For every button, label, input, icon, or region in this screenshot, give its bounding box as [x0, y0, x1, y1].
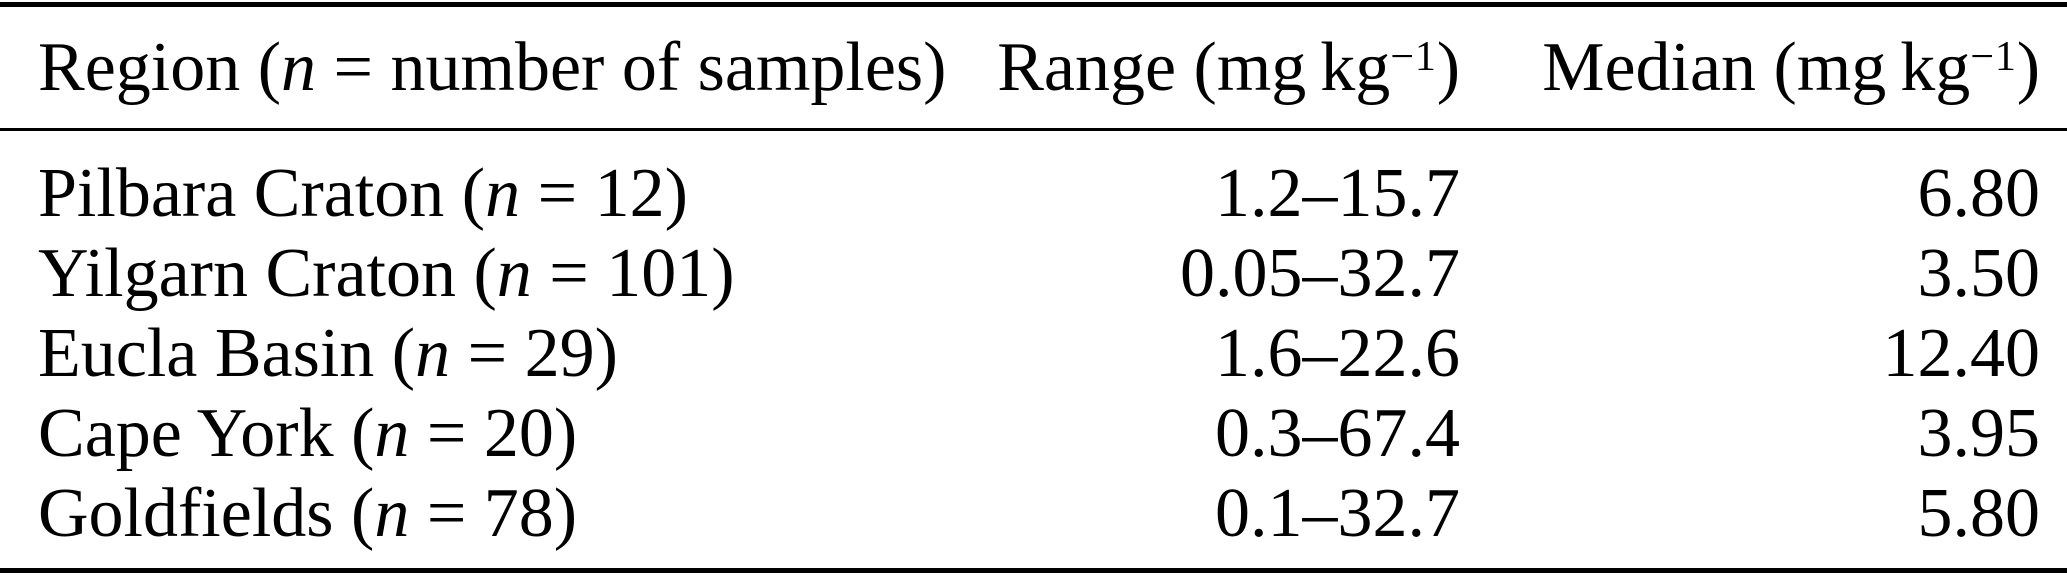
- table-row: Goldfields (n = 78) 0.1–32.7 5.80: [0, 474, 2067, 554]
- region-name: Yilgarn Craton (: [38, 235, 497, 312]
- range-cell: 0.3–67.4: [1215, 395, 1460, 472]
- column-header-region: Region (n = number of samples): [0, 28, 946, 108]
- region-name: Pilbara Craton (: [38, 155, 486, 232]
- table-bottom-rule: [0, 568, 2067, 573]
- range-cell: 0.05–32.7: [1180, 235, 1460, 312]
- median-cell: 12.40: [1882, 315, 2041, 392]
- column-header-median: Median (mg kg−1): [1460, 28, 2067, 108]
- sample-count: = 29): [450, 315, 618, 392]
- header-region-suffix: = number of samples): [316, 28, 947, 106]
- sample-count: = 20): [409, 395, 578, 472]
- table-header-divider-rule: [0, 128, 2067, 131]
- sample-count: = 101): [531, 235, 735, 312]
- region-name: Cape York (: [38, 395, 375, 472]
- region-name: Eucla Basin (: [38, 315, 416, 392]
- superscript-exponent: −1: [1390, 33, 1437, 80]
- range-cell: 1.2–15.7: [1215, 155, 1460, 232]
- table-row: Pilbara Craton (n = 12) 1.2–15.7 6.80: [0, 154, 2067, 234]
- superscript-exponent: −1: [1970, 33, 2017, 80]
- header-median-suffix: ): [2016, 28, 2040, 106]
- math-n-symbol: n: [496, 235, 532, 312]
- header-range-prefix: Range (mg kg: [997, 28, 1391, 106]
- math-n-symbol: n: [374, 475, 410, 552]
- header-range-suffix: ): [1436, 28, 1460, 106]
- sample-count: = 78): [409, 475, 578, 552]
- table-row: Yilgarn Craton (n = 101) 0.05–32.7 3.50: [0, 234, 2067, 314]
- region-cell: Cape York (n = 20): [0, 394, 900, 474]
- region-cell: Pilbara Craton (n = 12): [0, 154, 900, 234]
- header-median-prefix: Median (mg kg: [1542, 28, 1971, 106]
- region-cell: Eucla Basin (n = 29): [0, 314, 900, 394]
- region-cell: Yilgarn Craton (n = 101): [0, 234, 900, 314]
- table-row: Eucla Basin (n = 29) 1.6–22.6 12.40: [0, 314, 2067, 394]
- math-n-symbol: n: [415, 315, 451, 392]
- median-cell: 6.80: [1917, 155, 2041, 232]
- table-header-row: Region (n = number of samples) Range (mg…: [0, 7, 2067, 128]
- region-cell: Goldfields (n = 78): [0, 474, 900, 554]
- table-top-rule: [0, 2, 2067, 7]
- math-n-symbol: n: [281, 28, 317, 106]
- range-cell: 1.6–22.6: [1215, 315, 1460, 392]
- column-header-range: Range (mg kg−1): [900, 28, 1460, 108]
- math-n-symbol: n: [374, 395, 410, 472]
- median-cell: 3.50: [1917, 235, 2041, 312]
- table-body: Pilbara Craton (n = 12) 1.2–15.7 6.80 Yi…: [0, 131, 2067, 554]
- median-cell: 3.95: [1917, 395, 2041, 472]
- header-region-prefix: Region (: [38, 28, 282, 106]
- median-cell: 5.80: [1917, 475, 2041, 552]
- math-n-symbol: n: [485, 155, 521, 232]
- region-name: Goldfields (: [38, 475, 375, 552]
- table-row: Cape York (n = 20) 0.3–67.4 3.95: [0, 394, 2067, 474]
- sample-count: = 12): [520, 155, 688, 232]
- range-cell: 0.1–32.7: [1215, 475, 1460, 552]
